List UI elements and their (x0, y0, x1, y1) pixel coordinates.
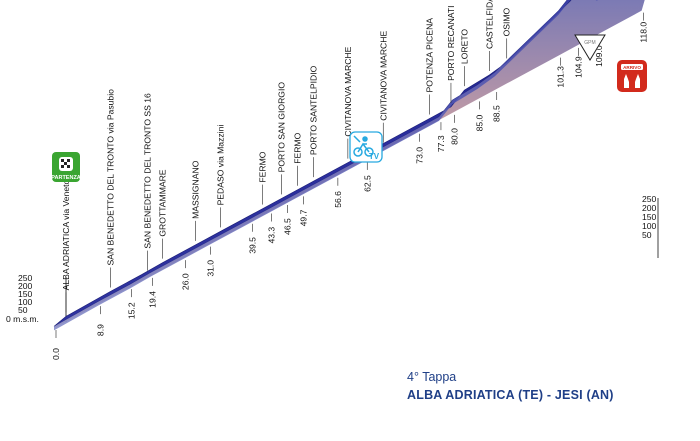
km-label: 62.5 (362, 175, 372, 192)
finish-badge: ARRIVO (617, 60, 647, 92)
gpm-marker: GPM (574, 34, 606, 61)
gpm-label: GPM (584, 40, 595, 46)
km-label: 109.0 (594, 45, 604, 67)
start-badge: PARTENZA (51, 152, 81, 182)
km-label: 104.9 (573, 56, 583, 78)
km-label: 73.0 (415, 147, 425, 164)
right-axis-tick-250: 250 (642, 194, 657, 204)
left-altitude-axis: 250 200 150 100 50 0 m.s.m. (6, 273, 67, 324)
place-label: SAN BENEDETTO DEL TRONTO SS 16 (143, 93, 153, 249)
stage-route: ALBA ADRIATICA (TE) - JESI (AN) (407, 388, 614, 402)
cyclist-tv-icon (353, 135, 374, 157)
km-label: 49.7 (299, 209, 309, 226)
start-badge-label: PARTENZA (51, 175, 81, 181)
km-label: 0.0 (51, 348, 61, 360)
right-altitude-axis: 250 200 150 100 50 (642, 194, 659, 258)
km-label: 77.3 (436, 135, 446, 152)
left-axis-tick-200: 200 (18, 281, 33, 291)
finish-badge-label: ARRIVO (623, 65, 641, 70)
right-axis-tick-200: 200 (642, 203, 657, 213)
km-labels: 0.0 8.9 15.2 19.4 26.0 31.0 39.5 43.3 46.5 49.7 56… (51, 22, 649, 360)
place-label: FERMO (258, 151, 268, 182)
left-axis-tick-0: 0 m.s.m. (6, 314, 39, 324)
profile-front-edge (54, 0, 599, 331)
left-axis-tick-50: 50 (18, 305, 28, 315)
left-axis-tick-100: 100 (18, 297, 33, 307)
place-label: CIVITANOVA MARCHE (343, 46, 353, 136)
tv-badge-label: TV (369, 152, 380, 161)
km-label: 46.5 (283, 218, 293, 235)
route-tick-lines (55, 12, 644, 338)
place-label: FERMO (293, 132, 303, 163)
profile-surface (53, 0, 645, 331)
km-label: 56.6 (333, 191, 343, 208)
tv-badge: TV (349, 131, 383, 163)
km-label: 31.0 (205, 260, 215, 277)
place-label: PORTO SANTELPIDIO (309, 65, 319, 155)
stage-number: 4° Tappa (407, 370, 457, 384)
place-label: CASTELFIDARDO (484, 0, 494, 49)
place-labels: ALBA ADRIATICA via Veneto SS16 SAN BENEDE… (61, 0, 512, 290)
checkered-flag-icon (59, 157, 73, 171)
place-label: ALBA ADRIATICA via Veneto SS16 (61, 156, 71, 290)
km-label: 80.0 (449, 128, 459, 145)
place-label: OSIMO (502, 7, 512, 36)
right-axis-tick-100: 100 (642, 221, 657, 231)
place-label: PORTO SAN GIORGIO (277, 82, 287, 173)
place-label: PEDASO via Mazzini (215, 125, 225, 206)
place-label: LORETO (459, 29, 469, 64)
km-label: 85.0 (474, 114, 484, 131)
arrivo-hands-icon (624, 74, 640, 88)
place-label: MASSIGNANO (190, 160, 200, 219)
gpm-triangle-icon (574, 34, 606, 61)
right-axis-tick-50: 50 (642, 230, 652, 240)
place-label: GROTTAMMARE (158, 169, 168, 236)
km-label: 39.5 (248, 237, 258, 254)
left-axis-tick-250: 250 (18, 273, 33, 283)
km-label: 26.0 (180, 273, 190, 290)
km-label: 43.3 (267, 227, 277, 244)
km-label: 118.0 (639, 22, 649, 43)
right-axis-tick-150: 150 (642, 212, 657, 222)
place-label: SAN BENEDETTO DEL TRONTO via Pasubio (105, 89, 115, 266)
km-label: 15.2 (127, 302, 137, 319)
place-label: PORTO RECANATI (446, 5, 456, 80)
place-label: CIVITANOVA MARCHE (378, 31, 388, 121)
left-axis-tick-150: 150 (18, 289, 33, 299)
km-label: 101.3 (555, 66, 565, 88)
km-label: 88.5 (492, 105, 502, 122)
km-label: 8.9 (95, 324, 105, 336)
km-label: 19.4 (148, 291, 158, 308)
place-label: POTENZA PICENA (425, 18, 435, 93)
